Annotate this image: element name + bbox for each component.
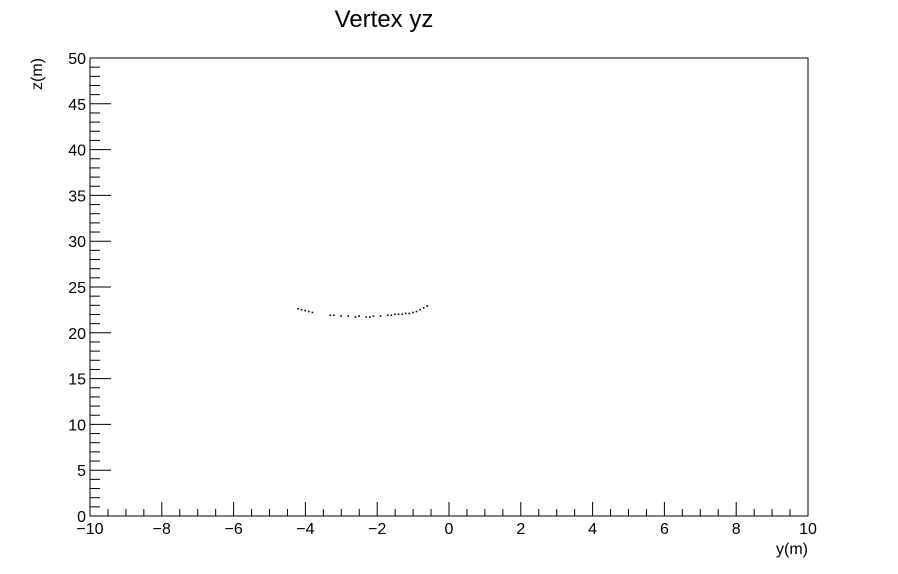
data-point bbox=[419, 308, 421, 311]
data-point bbox=[311, 311, 314, 314]
x-tick-label: −10 bbox=[76, 521, 103, 538]
data-point bbox=[415, 310, 418, 313]
x-tick-label: 0 bbox=[445, 521, 454, 538]
data-points bbox=[297, 305, 429, 318]
data-point bbox=[404, 312, 407, 315]
y-axis-title: z(m) bbox=[29, 58, 46, 90]
y-tick-label: 15 bbox=[68, 372, 86, 389]
data-point bbox=[412, 311, 414, 314]
data-point bbox=[408, 312, 411, 315]
data-point bbox=[304, 309, 306, 312]
data-point bbox=[340, 315, 342, 317]
x-tick-label: −2 bbox=[368, 521, 386, 538]
y-tick-label: 20 bbox=[68, 326, 86, 343]
chart-title: Vertex yz bbox=[335, 6, 434, 33]
data-point bbox=[397, 313, 400, 316]
y-tick-label: 10 bbox=[68, 417, 86, 434]
data-point bbox=[300, 308, 303, 311]
x-tick-label: 8 bbox=[732, 521, 741, 538]
y-tick-label: 50 bbox=[68, 51, 86, 68]
y-axis: 0 5 10 15 20 25 30 35 40 45 50 bbox=[68, 51, 111, 526]
x-axis-title: y(m) bbox=[776, 541, 808, 558]
data-point bbox=[369, 316, 371, 318]
data-point bbox=[365, 316, 368, 318]
data-point bbox=[307, 310, 310, 313]
data-point bbox=[390, 314, 393, 316]
x-tick-label: 2 bbox=[516, 521, 525, 538]
x-tick-label: −8 bbox=[153, 521, 171, 538]
x-tick-label: 4 bbox=[588, 521, 597, 538]
data-point bbox=[347, 315, 350, 317]
y-tick-label: 5 bbox=[77, 463, 86, 480]
data-point bbox=[394, 313, 396, 316]
plot-frame bbox=[89, 57, 809, 517]
data-point bbox=[422, 307, 425, 309]
y-tick-label: 30 bbox=[68, 234, 86, 251]
data-point bbox=[426, 305, 429, 307]
x-axis: −10 −8 −6 −4 −2 0 2 4 6 8 10 bbox=[76, 502, 817, 538]
data-point bbox=[333, 314, 335, 316]
data-point bbox=[372, 315, 375, 317]
data-point bbox=[329, 314, 332, 316]
data-point bbox=[386, 314, 389, 316]
data-point bbox=[297, 307, 299, 310]
y-tick-label: 40 bbox=[68, 143, 86, 160]
data-point bbox=[379, 315, 382, 317]
data-point bbox=[401, 313, 403, 316]
data-point bbox=[358, 315, 360, 317]
x-tick-label: 10 bbox=[799, 521, 817, 538]
y-tick-label: 45 bbox=[68, 97, 86, 114]
x-tick-label: −4 bbox=[296, 521, 314, 538]
data-point bbox=[354, 316, 357, 318]
x-tick-label: −6 bbox=[224, 521, 242, 538]
y-tick-label: 25 bbox=[68, 280, 86, 297]
y-tick-label: 0 bbox=[77, 509, 86, 526]
x-tick-label: 6 bbox=[660, 521, 669, 538]
y-tick-label: 35 bbox=[68, 188, 86, 205]
